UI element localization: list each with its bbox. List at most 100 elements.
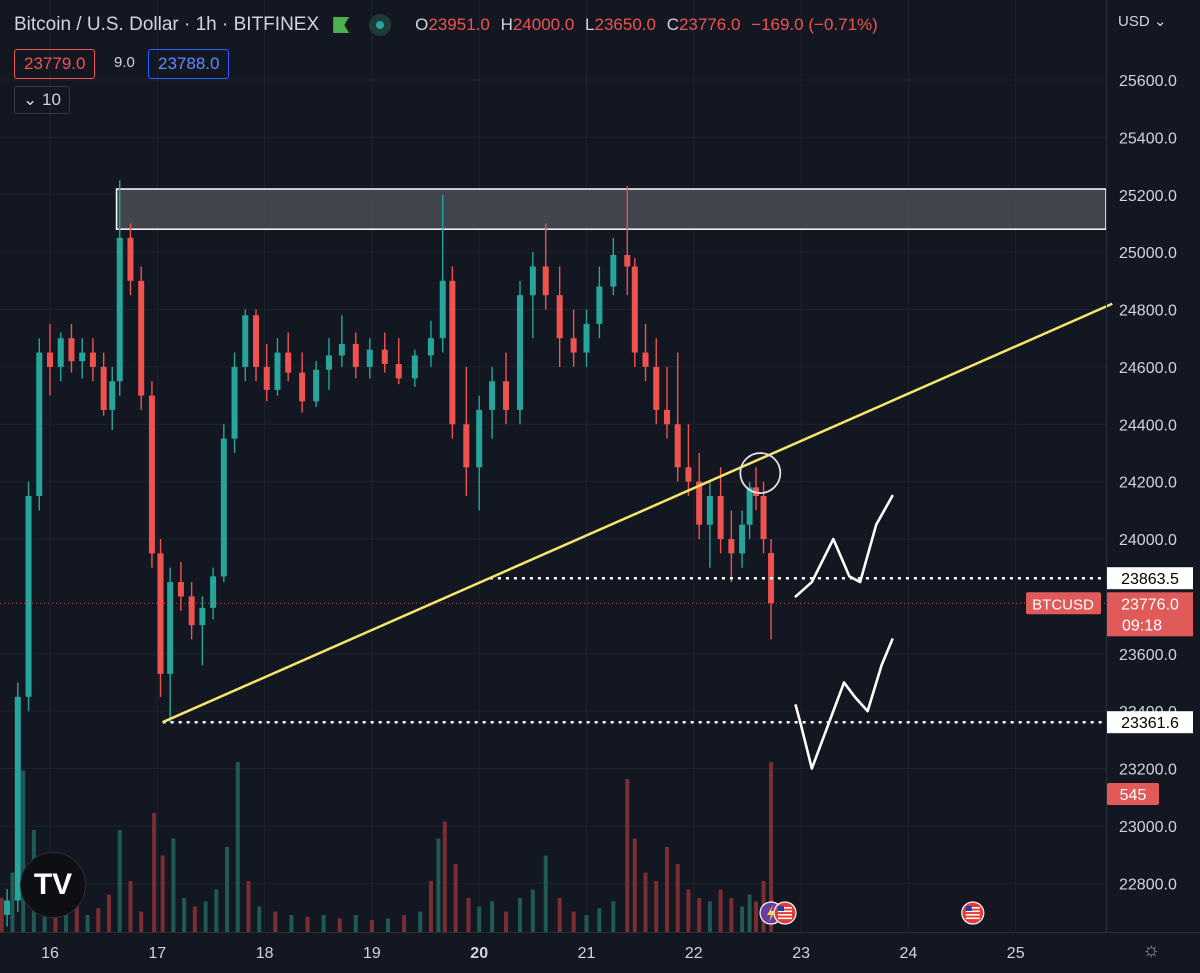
- projection-drawing[interactable]: [794, 494, 894, 598]
- x-tick-label: 17: [148, 945, 166, 962]
- candle-body: [68, 338, 75, 362]
- x-tick-label: 21: [578, 945, 596, 962]
- chevron-down-icon: ⌄: [1153, 13, 1167, 30]
- volume-bar: [273, 911, 278, 932]
- volume-bar: [96, 908, 101, 932]
- us-flag-icon[interactable]: [773, 901, 797, 925]
- volume-bar: [718, 889, 723, 932]
- symbol-title[interactable]: Bitcoin / U.S. Dollar · 1h · BITFINEX: [14, 14, 320, 35]
- candle-body: [220, 438, 227, 577]
- volume-bar: [654, 881, 659, 932]
- market-status-icon[interactable]: [369, 14, 392, 36]
- y-tick-label: 24200.0: [1119, 475, 1177, 492]
- candle-body: [631, 266, 638, 353]
- resistance-zone-rect[interactable]: [115, 188, 1107, 230]
- level-price-label: 23863.5: [1121, 571, 1179, 588]
- candle-body: [299, 372, 306, 402]
- candle-body: [696, 481, 703, 525]
- candle-body: [674, 424, 681, 468]
- candle-body: [338, 343, 345, 356]
- y-tick-label: 25600.0: [1119, 73, 1177, 90]
- candle-body: [109, 381, 116, 410]
- volume-bar: [160, 855, 165, 932]
- candle-body: [138, 280, 145, 396]
- volume-bar: [182, 898, 187, 932]
- candle-body: [739, 524, 746, 554]
- y-tick-label: 24600.0: [1119, 360, 1177, 377]
- candle-body: [157, 553, 164, 674]
- projection-drawing[interactable]: [794, 638, 894, 770]
- y-tick-label: 25200.0: [1119, 188, 1177, 205]
- us-flag-icon-circle: [773, 901, 797, 925]
- chevron-down-icon: ⌄: [23, 90, 38, 109]
- volume-bar: [21, 770, 26, 932]
- volume-bar: [214, 889, 219, 932]
- x-tick-label: 16: [41, 945, 59, 962]
- volume-bar: [625, 779, 630, 932]
- y-tick-label: 22800.0: [1119, 876, 1177, 893]
- trendline[interactable]: [162, 302, 1113, 724]
- flag-stripe: [778, 914, 793, 916]
- price-axis[interactable]: 25600.0 25400.0 25200.0 25000.0 24800.0 24600…: [1106, 0, 1177, 932]
- volume-bar: [442, 821, 447, 932]
- settings-gear-icon[interactable]: ☼: [1142, 939, 1161, 961]
- ask-price-button[interactable]: 23788.0: [148, 49, 230, 79]
- volume-value-label: 545: [1120, 787, 1147, 804]
- resistance-zone[interactable]: [115, 188, 1107, 230]
- symbol-tag: [1026, 592, 1101, 615]
- candle-body: [25, 496, 32, 697]
- ohlc-low-key: L: [585, 15, 595, 34]
- volume-bar: [353, 915, 358, 932]
- volume-bar: [385, 918, 390, 932]
- volume-bar: [53, 906, 58, 932]
- candle-body: [610, 255, 617, 287]
- flag-icon[interactable]: [333, 17, 350, 33]
- flag-canton: [965, 906, 972, 911]
- candle-body: [231, 366, 238, 439]
- last-price-label: 23776.0: [1121, 596, 1179, 613]
- volume-tag: [1107, 783, 1159, 805]
- candle-body: [463, 424, 470, 468]
- volume-bar: [611, 901, 616, 932]
- ohlc-open-value: 23951.0: [428, 15, 490, 34]
- bid-price-button[interactable]: 23779.0: [14, 49, 96, 79]
- x-tick-label: 18: [256, 945, 274, 962]
- us-flag-icon[interactable]: [961, 901, 985, 925]
- volume-bar: [74, 901, 79, 932]
- volume-bar: [10, 872, 15, 932]
- candle-body: [100, 366, 107, 410]
- flag-stripe: [965, 917, 980, 920]
- retest-circle[interactable]: [739, 452, 782, 494]
- flag-canton: [778, 906, 785, 911]
- volume-bar: [64, 911, 69, 932]
- volume-bar: [697, 898, 702, 932]
- candle-body: [242, 315, 249, 367]
- volume-bar: [557, 898, 562, 932]
- currency-selector[interactable]: USD ⌄: [1118, 12, 1166, 30]
- candle-body: [570, 338, 577, 353]
- lightning-bolt: [767, 905, 776, 922]
- volume-bar: [203, 901, 208, 932]
- volume-bar: [225, 847, 230, 932]
- time-axis[interactable]: 16 17 18 19 20 21 22 23 24 25: [0, 932, 1200, 963]
- candle-body: [717, 496, 724, 540]
- volume-bar: [517, 898, 522, 932]
- indicators-toggle[interactable]: ⌄ 10: [14, 86, 70, 114]
- tradingview-logo-icon[interactable]: TV: [20, 852, 86, 918]
- volume-bar: [321, 915, 326, 932]
- event-markers[interactable]: [759, 901, 985, 925]
- spread-value: 9.0: [114, 54, 135, 71]
- candle-body: [352, 343, 359, 367]
- candle-body: [746, 487, 753, 525]
- candle-body: [116, 237, 123, 382]
- x-tick-label: 23: [792, 945, 810, 962]
- candle-body: [439, 280, 446, 339]
- drawings[interactable]: [0, 302, 1113, 770]
- candle-body: [503, 381, 510, 410]
- x-tick-label: 24: [900, 945, 918, 962]
- volume-bar: [729, 898, 734, 932]
- symbol-header: Bitcoin / U.S. Dollar · 1h · BITFINEX O2…: [14, 14, 884, 36]
- volume-bar: [257, 906, 262, 932]
- candle-body: [596, 286, 603, 324]
